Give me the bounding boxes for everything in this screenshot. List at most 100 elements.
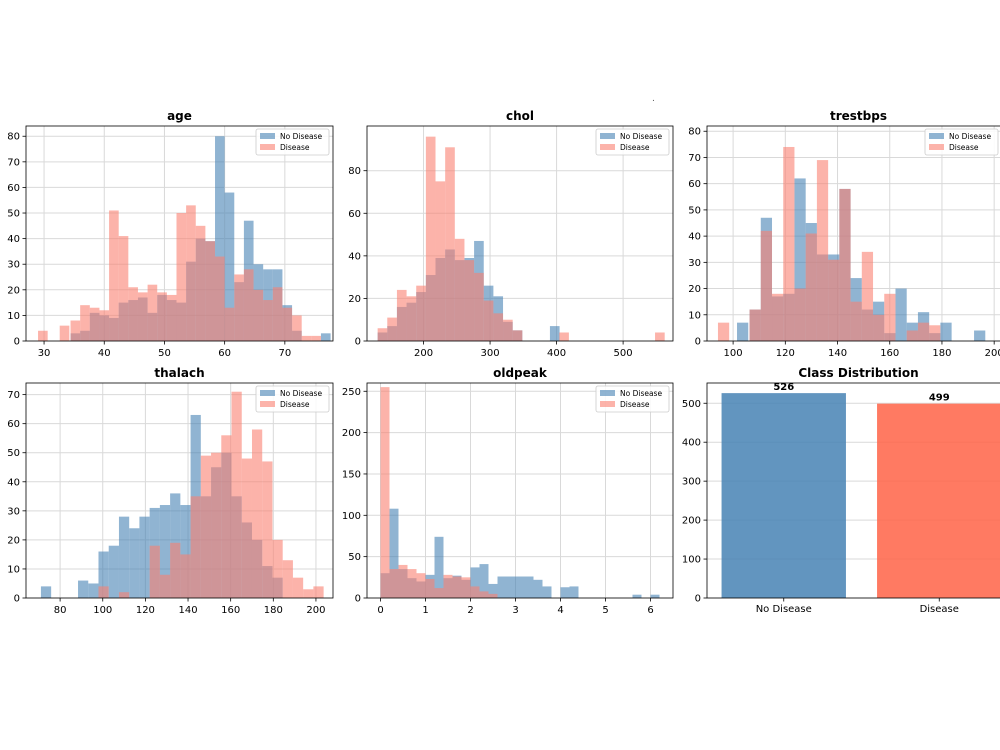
histogram-bar (292, 577, 304, 598)
histogram-bar (108, 545, 119, 598)
histogram-bar (221, 435, 232, 598)
legend-label: Disease (280, 143, 310, 152)
histogram-bar (772, 293, 784, 341)
bar-value-label: 526 (773, 382, 794, 393)
histogram-bar (794, 178, 806, 341)
histogram-bar (98, 551, 109, 598)
axes-frame (25, 382, 334, 599)
x-tick-label: 0 (377, 605, 383, 616)
y-tick-label: 0 (14, 594, 20, 605)
histogram-bar (262, 461, 273, 598)
x-tick-label: 500 (614, 348, 633, 359)
y-tick-label: 40 (7, 477, 20, 488)
histogram-bar (313, 586, 324, 598)
legend: No Disease Disease (255, 128, 330, 156)
x-tick-label: 6 (647, 605, 653, 616)
histogram-bar (128, 287, 138, 341)
histogram-bar (760, 230, 773, 341)
histogram-bar (559, 332, 569, 341)
series-disease (38, 205, 321, 341)
x-tick-label: 300 (481, 348, 500, 359)
y-tick-label: 30 (7, 506, 20, 517)
x-tick-label: Disease (920, 604, 959, 615)
subplot-oldpeak: 0 1 2 3 4 5 6 0 50 100 150 200 250 No Disease Disease o… (342, 366, 674, 616)
histogram-bar (205, 241, 216, 341)
histogram-bar (434, 588, 444, 598)
y-tick-label: 20 (688, 284, 701, 295)
histogram-bar (149, 545, 160, 598)
legend: No Disease Disease (255, 385, 330, 413)
y-tick-label: 500 (682, 399, 701, 410)
histogram-bar (211, 452, 222, 598)
histogram-bar (479, 564, 489, 598)
histogram-bar (109, 210, 119, 341)
histogram-bar (159, 574, 171, 598)
histogram-bar (416, 285, 426, 341)
y-tick-label: 0 (355, 337, 361, 348)
axes-frame (706, 125, 1000, 342)
histogram-bar (70, 320, 81, 341)
histogram-bar (190, 496, 201, 598)
histogram-bar (292, 315, 302, 341)
y-tick-label: 10 (7, 311, 20, 322)
histogram-bar (445, 147, 455, 341)
histogram-bar (272, 539, 283, 598)
histogram-bar (794, 288, 806, 341)
histogram-bar (542, 586, 552, 598)
histogram-bar (180, 505, 191, 598)
axes-frame (366, 125, 674, 342)
histogram-bar (99, 310, 110, 341)
legend: No Disease Disease (595, 128, 670, 156)
subplot-thalach: 80 100 120 140 160 180 200 0 10 20 30 40 50 60 70 No Di… (7, 366, 334, 616)
y-tick-label: 10 (7, 564, 20, 575)
subplot-trestbps: 100 120 140 160 180 200 0 10 20 30 40 50 60 70 80 No Di… (688, 109, 1000, 359)
x-tick-label: 160 (221, 605, 240, 616)
histogram-bar (170, 542, 181, 598)
histogram-bar (425, 136, 436, 341)
histogram-bar (407, 569, 417, 598)
x-tick-label: 120 (776, 348, 795, 359)
x-tick-label: 200 (414, 348, 433, 359)
histogram-bar (506, 576, 516, 598)
subplot-class-distribution: 526 No Disease 499 Disease 0 100 200 300 400 500 C… (682, 366, 1000, 615)
legend-swatch (600, 133, 615, 139)
histogram-bar (861, 251, 874, 341)
y-tick-label: 60 (348, 209, 361, 220)
histogram-bar (89, 307, 100, 341)
histogram-bar (282, 560, 293, 598)
histogram-bar (816, 160, 829, 341)
histogram-bar (783, 146, 795, 341)
legend-label: No Disease (620, 389, 662, 398)
histogram-bar (515, 576, 525, 598)
histogram-bar (389, 508, 399, 598)
stray-dot: . (652, 94, 655, 104)
histogram-bar (389, 569, 399, 598)
histogram-bar (443, 574, 453, 598)
histogram-bar (488, 583, 498, 598)
x-tick-label: 160 (880, 348, 899, 359)
legend-swatch (260, 390, 275, 396)
histogram-bar (470, 567, 480, 598)
axes-frame (366, 382, 674, 599)
histogram-bar (215, 256, 225, 341)
y-tick-label: 0 (695, 594, 701, 605)
x-tick-label: 5 (602, 605, 608, 616)
histogram-bar (272, 287, 283, 341)
bar-no-disease (721, 393, 846, 598)
histogram-bar (215, 136, 225, 341)
histogram-bar (632, 594, 642, 598)
histogram-bar (118, 516, 130, 598)
y-tick-label: 70 (7, 157, 20, 168)
histogram-bar (243, 269, 254, 341)
bar-disease (877, 403, 1000, 598)
histogram-bar (88, 583, 99, 598)
legend: No Disease Disease (924, 128, 999, 156)
histogram-bar (434, 536, 444, 598)
y-tick-label: 80 (7, 132, 20, 143)
histogram-bar (906, 330, 918, 341)
histogram-bar (377, 328, 388, 341)
legend-swatch (600, 390, 615, 396)
histogram-bar (974, 330, 986, 341)
histogram-bar (524, 576, 534, 598)
